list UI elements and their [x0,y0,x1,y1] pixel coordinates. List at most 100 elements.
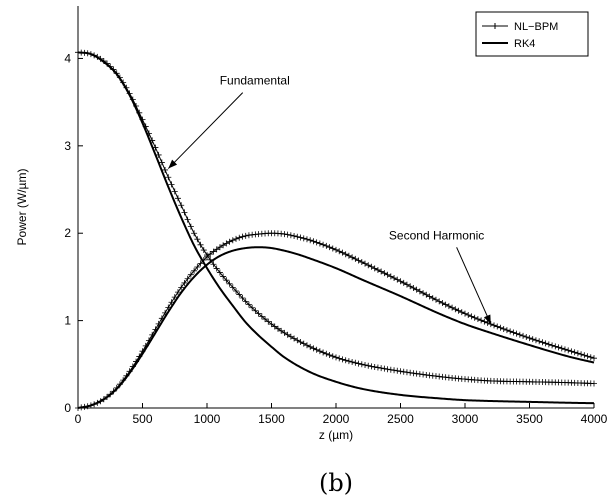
plus-marker [181,209,188,216]
plus-marker [242,232,249,239]
plus-marker [555,344,562,351]
plus-marker [368,363,375,370]
plus-marker [345,358,352,365]
plus-marker [445,303,452,310]
plus-marker [303,342,310,349]
nl-bpm-second-harmonic-markers [75,230,597,411]
plus-marker [410,370,417,377]
plus-marker [233,287,240,294]
plus-marker [320,349,327,356]
plus-marker [391,367,398,374]
plus-marker [320,241,327,248]
plus-marker [287,232,294,239]
plus-marker [400,368,407,375]
plus-marker [213,265,220,272]
plus-marker [310,238,317,245]
plus-marker [174,289,181,296]
plus-marker [494,323,501,330]
plus-marker [574,350,581,357]
plus-marker [220,273,227,280]
plus-marker [587,354,594,361]
axes: 0 500 1000 1500 2000 2500 3000 3500 4000 0 1 2 3 4 [64,6,607,426]
rk4-fundamental-line [77,51,595,405]
plus-marker [236,291,243,298]
plus-marker [158,159,165,166]
plus-marker [413,286,420,293]
plus-marker [239,233,246,240]
plus-marker [545,341,552,348]
series-layer [75,49,597,411]
plus-marker [252,307,259,314]
plus-marker [184,216,191,223]
plus-marker [394,276,401,283]
plus-marker [213,246,220,253]
plus-marker [294,337,301,344]
plus-marker [416,288,423,295]
plus-marker [426,293,433,300]
plus-marker [223,277,230,284]
plus-marker [436,298,443,305]
plus-marker [162,166,169,173]
plus-marker [200,247,207,254]
plus-marker [416,371,423,378]
x-axis-label: z (µm) [319,428,353,442]
plus-marker [426,372,433,379]
plus-marker [374,266,381,273]
plus-marker [339,356,346,363]
plus-marker [423,291,430,298]
plus-marker [481,318,488,325]
plus-marker [236,234,243,241]
plus-marker [242,298,249,305]
plus-marker [516,331,523,338]
annotation-arrow-line [167,92,244,169]
plus-marker [216,244,223,251]
plus-marker [571,349,578,356]
plus-marker [210,248,217,255]
plus-marker [526,335,533,342]
plus-marker [278,327,285,334]
y-tick-label: 2 [64,226,71,240]
plus-marker [352,359,359,366]
x-tick-label: 1000 [194,412,221,426]
plus-marker [465,312,472,319]
annotation-arrowhead [168,159,178,169]
plus-marker [371,265,378,272]
plus-marker [197,241,204,248]
x-tick-label: 4000 [581,412,607,426]
plus-marker [420,371,427,378]
plus-marker [339,249,346,256]
plus-marker [329,353,336,360]
plus-marker [316,240,323,247]
plus-marker [171,294,178,301]
plus-marker [362,260,369,267]
plus-marker [503,327,510,334]
plus-marker [165,174,172,181]
plus-marker [561,346,568,353]
plus-marker [468,313,475,320]
plus-marker [281,329,288,336]
y-axis-label: Power (W/µm) [15,169,29,246]
plus-marker [245,232,252,239]
plus-marker [403,369,410,376]
plus-marker [474,316,481,323]
plus-marker [284,231,291,238]
plus-marker [462,310,468,317]
plus-marker [329,245,336,252]
plus-marker [410,284,417,291]
plus-marker [387,273,394,280]
plus-marker [471,314,478,321]
plus-marker [578,351,585,358]
plus-marker [342,357,349,364]
plus-marker [378,365,385,372]
plus-marker [204,253,210,260]
plus-marker [384,271,391,278]
plus-marker [191,230,198,237]
annotation-arrow-line [456,247,492,325]
plus-marker [249,304,256,311]
plus-marker [394,367,401,374]
plus-marker [497,324,504,331]
plus-marker [458,309,465,316]
plus-marker [355,257,362,264]
plus-marker [271,323,278,330]
